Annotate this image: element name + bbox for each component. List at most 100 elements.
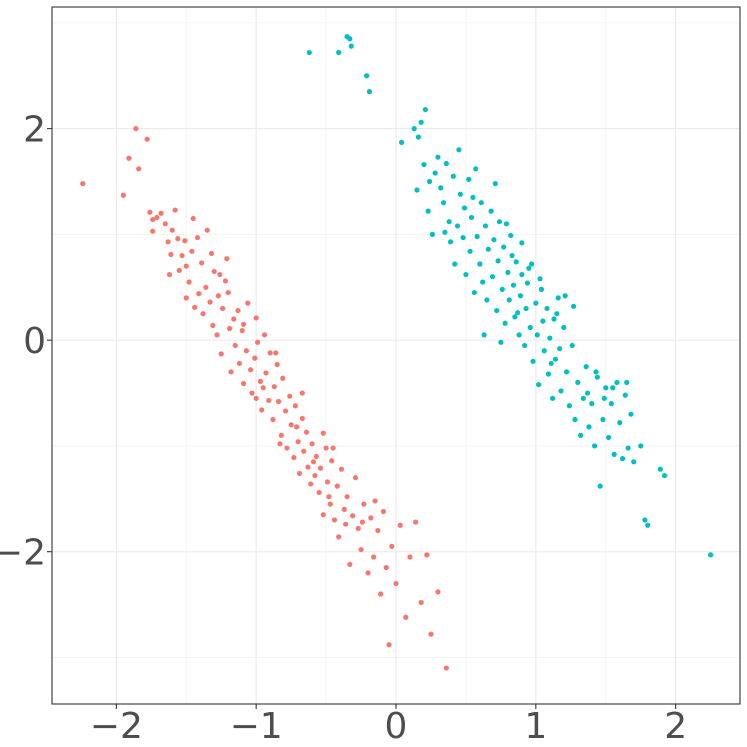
data-point-series-2 [466,176,472,182]
data-point-series-2 [484,297,490,303]
data-point-series-1 [428,631,434,637]
data-point-series-1 [257,378,263,385]
data-point-series-2 [526,265,532,271]
data-point-series-1 [359,519,366,525]
data-point-series-1 [194,234,201,241]
data-point-series-2 [411,126,417,132]
data-point-series-2 [544,305,550,312]
data-point-series-1 [320,512,326,518]
data-point-series-1 [176,267,182,273]
data-point-series-2 [586,424,592,430]
data-point-series-1 [183,295,189,301]
data-point-series-2 [473,166,479,172]
data-point-series-2 [461,205,468,211]
data-point-series-1 [186,279,192,285]
data-point-series-1 [282,408,289,414]
data-point-series-2 [508,232,514,239]
data-point-series-1 [310,459,317,465]
data-point-series-1 [284,445,290,451]
x-tick-label: 0 [385,706,408,747]
data-point-series-2 [550,395,556,401]
data-point-series-2 [517,293,524,299]
y-tick-label: 2 [23,110,46,151]
data-point-series-1 [218,351,224,357]
data-point-series-2 [446,219,452,225]
data-point-series-1 [182,238,188,244]
data-point-series-1 [133,126,139,132]
data-point-series-2 [522,342,528,349]
data-point-series-2 [474,233,480,240]
data-point-series-2 [443,160,449,167]
data-point-series-1 [309,441,315,447]
data-point-series-2 [600,416,606,423]
data-point-series-2 [603,385,609,391]
data-point-series-2 [432,170,438,176]
data-point-series-2 [580,395,586,401]
x-tick-label: 2 [664,706,687,747]
data-point-series-1 [263,370,269,376]
data-point-series-1 [224,256,230,262]
data-point-series-1 [277,441,283,447]
data-point-series-1 [247,367,254,373]
data-points [80,34,714,671]
data-point-series-2 [488,208,494,214]
data-point-series-2 [471,289,477,296]
data-point-series-2 [524,280,531,286]
data-point-series-2 [642,517,648,523]
data-point-series-1 [261,332,268,338]
data-point-series-1 [179,252,185,259]
data-point-series-1 [389,543,395,550]
data-point-series-1 [158,210,164,216]
data-point-series-1 [214,332,220,338]
data-point-series-2 [447,239,454,245]
data-point-series-2 [575,379,581,386]
data-point-series-1 [338,466,345,472]
data-point-series-2 [708,552,714,558]
data-point-series-2 [306,49,312,56]
data-point-series-2 [491,237,497,243]
data-point-series-1 [313,453,319,460]
data-point-series-1 [329,458,335,464]
data-point-series-2 [537,276,543,282]
data-point-series-2 [485,246,491,252]
data-point-series-2 [529,261,535,267]
data-point-series-1 [330,445,336,451]
data-point-series-1 [199,260,205,266]
data-point-series-1 [144,136,150,142]
data-point-series-1 [208,250,215,257]
data-point-series-1 [295,439,301,445]
data-point-series-2 [572,416,578,423]
data-point-series-1 [200,311,206,317]
data-point-series-2 [657,466,663,472]
data-point-series-2 [536,381,542,388]
data-point-series-1 [254,339,261,345]
data-point-series-2 [527,324,533,331]
data-point-series-1 [225,289,231,296]
data-point-series-2 [661,472,668,479]
data-point-series-1 [280,375,286,381]
data-point-series-1 [365,570,371,576]
data-point-series-2 [601,395,607,401]
data-point-series-2 [566,403,573,409]
data-point-series-2 [506,297,512,303]
data-point-series-2 [570,303,577,309]
data-point-series-1 [291,454,297,461]
data-point-series-2 [499,286,505,292]
data-point-series-1 [393,580,399,587]
data-point-series-2 [530,358,536,364]
data-point-series-1 [240,321,247,327]
data-point-series-1 [352,475,359,481]
data-point-series-1 [344,494,350,500]
data-point-series-1 [207,299,213,305]
data-point-series-1 [317,465,324,471]
data-point-series-2 [597,483,603,489]
data-point-series-1 [166,271,173,278]
data-point-series-2 [540,318,546,324]
data-point-series-2 [336,49,342,56]
data-point-series-2 [625,445,631,451]
data-point-series-2 [534,332,540,338]
data-point-series-2 [489,274,496,280]
data-point-series-2 [624,379,630,386]
